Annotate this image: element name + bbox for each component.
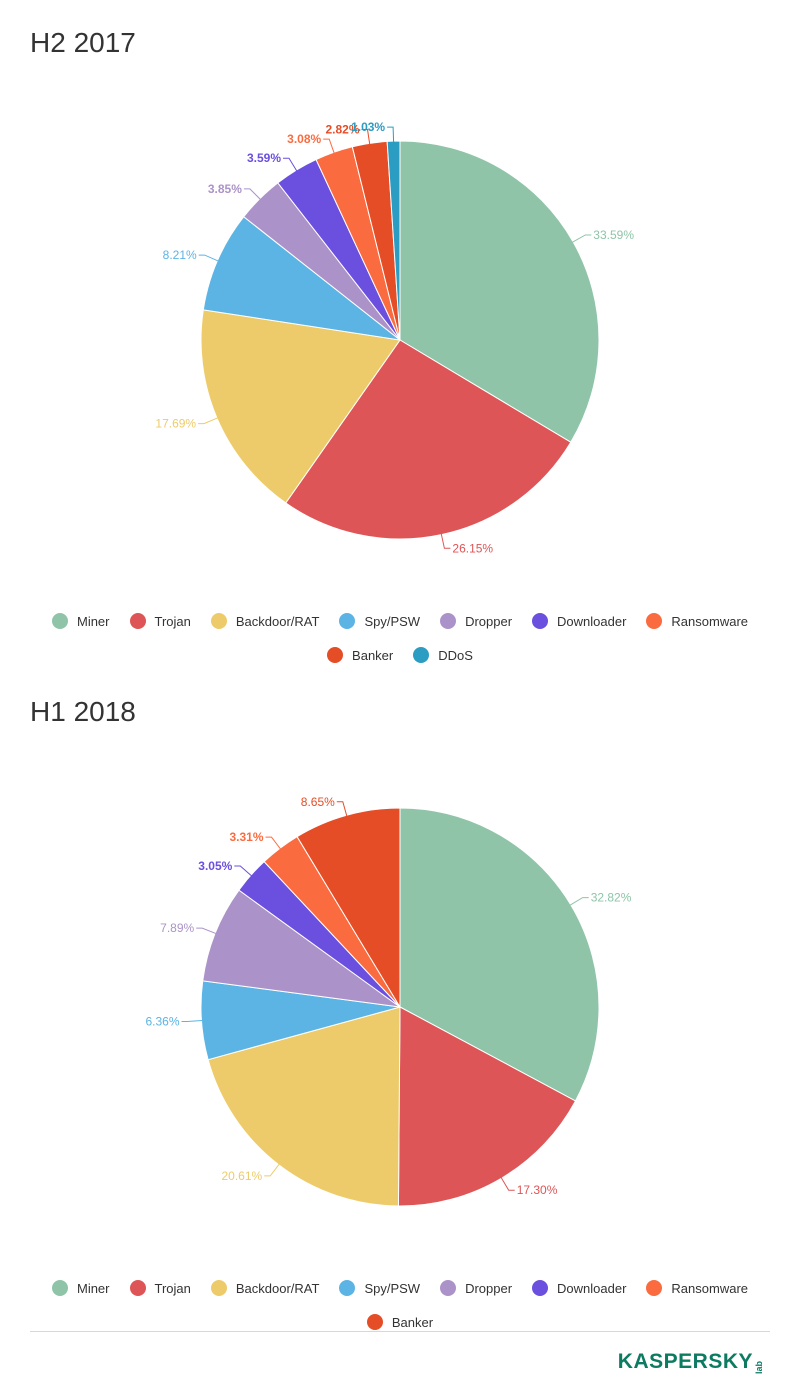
legend-swatch [210,613,227,629]
legend-swatch [51,613,68,629]
legend: Miner Trojan Backdoor/RAT Spy/PSW Dropper Dow… [20,1279,780,1331]
leader-line-banker [336,801,349,820]
leader-line-trojan [440,530,451,549]
data-label-dropper: 3.85% [208,182,242,196]
legend-swatch [51,1280,68,1296]
legend-label: Dropper [465,1280,513,1296]
legend-item-ransomware: Ransomware [646,1279,748,1297]
data-label-downloader: 3.59% [247,151,281,165]
legend-item-banker: Banker [327,646,393,664]
legend-label: Miner [76,613,110,629]
leader-line-spy-psw [181,1019,206,1022]
legend-swatch [646,1280,663,1296]
data-label-spy-psw: 8.21% [163,248,197,262]
legend-item-miner: Miner [51,612,110,630]
data-label-backdoor-rat: 20.61% [221,1169,262,1183]
pie-chart: 33.59% 26.15% 17.69% 8.21% 3.85% 3.59% 3.08% 2.… [155,120,634,555]
legend-swatch [210,1280,227,1296]
legend-label: Trojan [154,613,191,629]
legend-label: Backdoor/RAT [235,1280,320,1296]
legend-label: Dropper [465,613,513,629]
data-label-banker: 8.65% [301,795,335,809]
legend-item-trojan: Trojan [129,612,191,630]
legend-swatch [413,647,430,663]
legend-label: Downloader [557,1280,627,1296]
legend-item-dropper: Dropper [440,1279,512,1297]
legend-item-spy-psw: Spy/PSW [339,612,420,630]
legend-swatch [339,613,356,629]
leader-line-dropper [196,927,220,936]
leader-line-downloader [234,865,255,879]
legend-swatch [366,1314,383,1330]
legend-label: Spy/PSW [364,613,421,629]
leader-line-ddos [387,126,395,146]
legend-item-downloader: Downloader [532,612,626,630]
leader-line-miner [569,234,592,245]
leader-line-spy-psw [198,254,222,263]
data-label-miner: 32.82% [591,891,632,905]
legend-item-miner: Miner [51,1279,110,1297]
data-label-backdoor-rat: 17.69% [155,417,196,431]
legend-swatch [129,613,146,629]
data-label-banker: 2.82% [325,123,359,137]
data-label-spy-psw: 6.36% [145,1015,179,1029]
legend-item-banker: Banker [366,1313,434,1331]
leader-line-banker [361,129,371,148]
pie-chart: 32.82% 17.30% 20.61% 6.36% 7.89% 3.05% 3.31% 8.… [145,795,632,1207]
leader-line-trojan [499,1174,515,1191]
legend-item-backdoor-rat: Backdoor/RAT [210,1279,320,1297]
legend-label: Banker [391,1314,434,1330]
leader-line-dropper [243,188,263,202]
leader-line-ransomware [323,138,336,157]
leader-line-ransomware [265,836,283,852]
legend-label: Miner [76,1280,110,1296]
legend-label: Banker [352,647,394,663]
data-label-trojan: 26.15% [452,541,493,555]
chart-h1-2018: H1 2018 32.82% 17.30% 20.61% 6.36% 7.89% 3.05… [0,690,800,1330]
logo-suffix: lab [754,1360,764,1374]
footer-divider [30,1331,770,1332]
legend-swatch [532,613,549,629]
leader-line-miner [567,897,589,908]
leader-line-backdoor-rat [198,416,221,425]
leader-line-downloader [283,157,299,174]
chart-h2-2017: H2 2017 33.59% 26.15% 17.69% 8.21% 3.85% 3.59… [0,0,800,690]
legend-item-ddos: DDoS [413,646,473,664]
data-label-trojan: 17.30% [517,1183,558,1197]
leader-line-backdoor-rat [264,1161,282,1177]
legend-swatch [440,1280,457,1296]
data-label-dropper: 7.89% [160,921,194,935]
legend-swatch [327,647,344,663]
legend-item-trojan: Trojan [129,1279,191,1297]
legend-swatch [129,1280,146,1296]
legend-swatch [339,1280,356,1296]
chart-title: H2 2017 [30,27,136,58]
chart-title: H1 2018 [30,696,136,727]
legend-item-ransomware: Ransomware [646,612,748,630]
legend-label: Trojan [154,1280,191,1296]
legend: Miner Trojan Backdoor/RAT Spy/PSW Dropper Dow… [20,612,780,664]
logo-wordmark: KASPERSKY [617,1350,753,1373]
data-label-ransomware: 3.31% [229,830,263,844]
legend-swatch [532,1280,549,1296]
legend-swatch [646,613,663,629]
legend-swatch [440,613,457,629]
legend-item-dropper: Dropper [440,612,512,630]
data-label-downloader: 3.05% [198,859,232,873]
legend-label: Spy/PSW [364,1280,421,1296]
legend-label: Ransomware [671,613,749,629]
legend-label: Backdoor/RAT [235,613,320,629]
data-label-miner: 33.59% [593,228,634,242]
legend-label: Ransomware [671,1280,749,1296]
data-label-ddos: 1.03% [351,120,385,134]
legend-item-spy-psw: Spy/PSW [339,1279,420,1297]
legend-item-downloader: Downloader [532,1279,626,1297]
data-label-ransomware: 3.08% [287,132,321,146]
kaspersky-logo: KASPERSKY lab [618,1350,764,1374]
legend-label: DDoS [438,647,473,663]
legend-label: Downloader [557,613,627,629]
legend-item-backdoor-rat: Backdoor/RAT [210,612,320,630]
